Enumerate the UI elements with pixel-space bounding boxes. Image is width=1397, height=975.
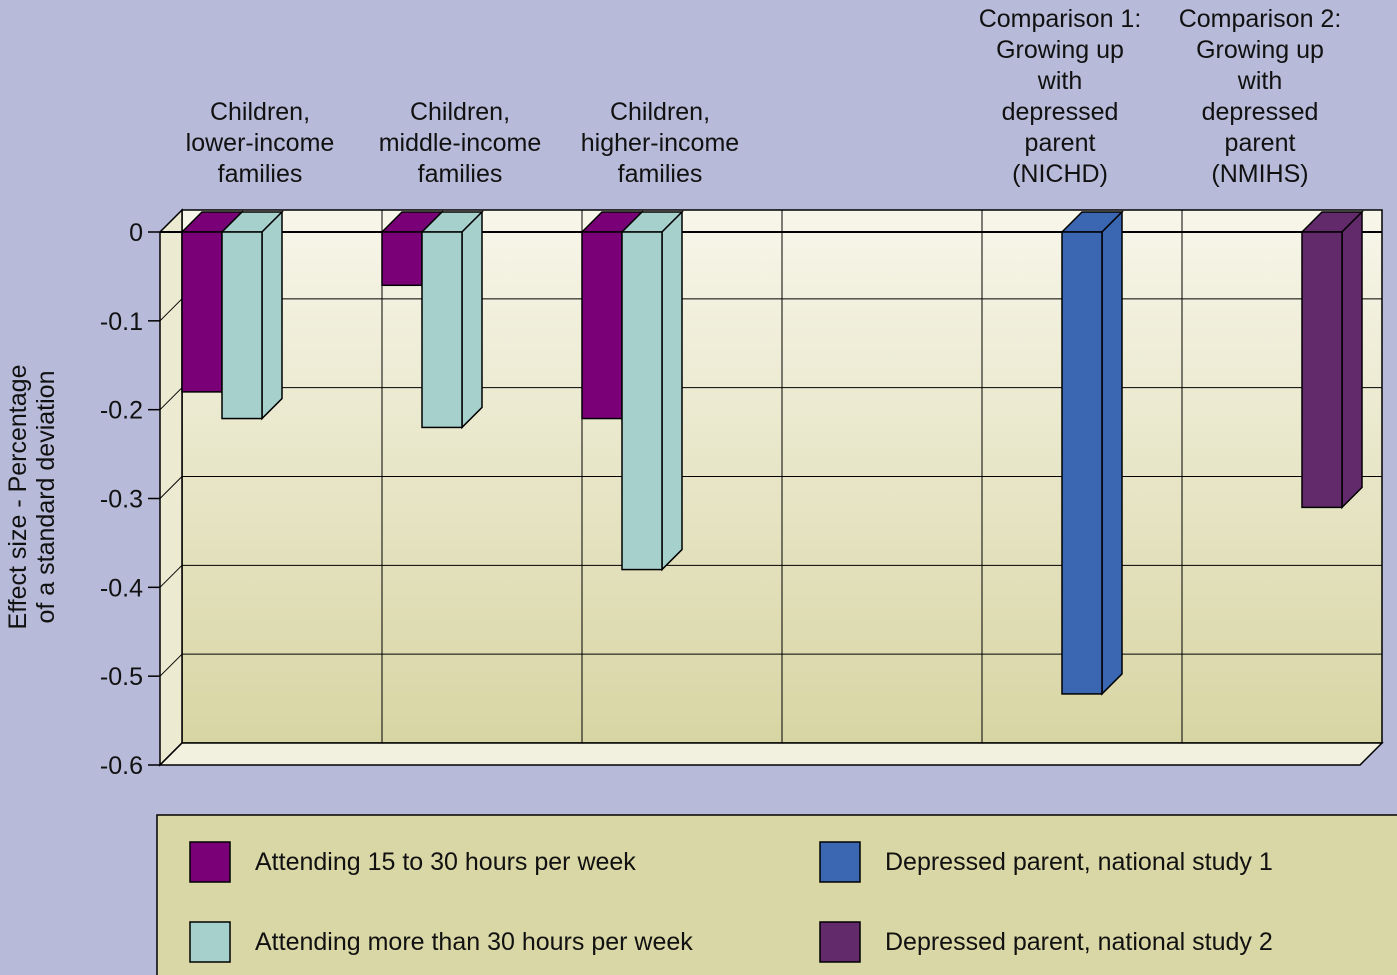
bar-side [461, 210, 483, 430]
grid-line [159, 476, 183, 499]
legend-label: Depressed parent, national study 1 [885, 848, 1273, 876]
category-label: Comparison 1: Growing up with depressed pare… [979, 5, 1142, 188]
grid-line [159, 653, 183, 677]
bar-side [1101, 210, 1123, 696]
legend-label: Attending 15 to 30 hours per week [255, 848, 636, 876]
bar [581, 231, 623, 420]
bar [1301, 231, 1343, 509]
grid-line [159, 209, 183, 233]
bar-side [661, 210, 683, 572]
grid-line [159, 742, 183, 766]
legend-box [156, 814, 1397, 975]
legend-swatch [189, 841, 231, 883]
legend-swatch [189, 921, 231, 963]
legend-swatch [819, 841, 861, 883]
bar [221, 231, 263, 420]
bar [181, 231, 223, 393]
y-tick-label: -0.1 [100, 308, 143, 336]
y-tick-label: -0.6 [100, 752, 143, 780]
y-tick-label: 0 [129, 219, 143, 247]
grid-line [159, 564, 183, 588]
bar [421, 231, 463, 429]
bar [621, 231, 663, 571]
bar [1061, 231, 1103, 695]
y-tick-label: -0.4 [100, 574, 143, 602]
grid-line [159, 387, 183, 411]
legend-swatch [819, 921, 861, 963]
bar [381, 231, 423, 287]
bar-side [261, 210, 283, 421]
legend-label: Attending more than 30 hours per week [255, 928, 693, 956]
category-label: Children, middle-income families [379, 98, 542, 188]
y-tick-label: -0.5 [100, 663, 143, 691]
y-tick-label: -0.2 [100, 397, 143, 425]
legend-label: Depressed parent, national study 2 [885, 928, 1273, 956]
y-tick-label: -0.3 [100, 486, 143, 514]
category-label: Children, lower-income families [186, 98, 335, 188]
grid-line [159, 298, 183, 322]
bar-side [1341, 210, 1363, 510]
y-axis-title: Effect size - Percentageof a standard de… [4, 365, 60, 630]
floor [158, 742, 1384, 766]
category-label: Comparison 2: Growing up with depressed pare… [1179, 5, 1342, 188]
category-label: Children, higher-income families [581, 98, 739, 188]
